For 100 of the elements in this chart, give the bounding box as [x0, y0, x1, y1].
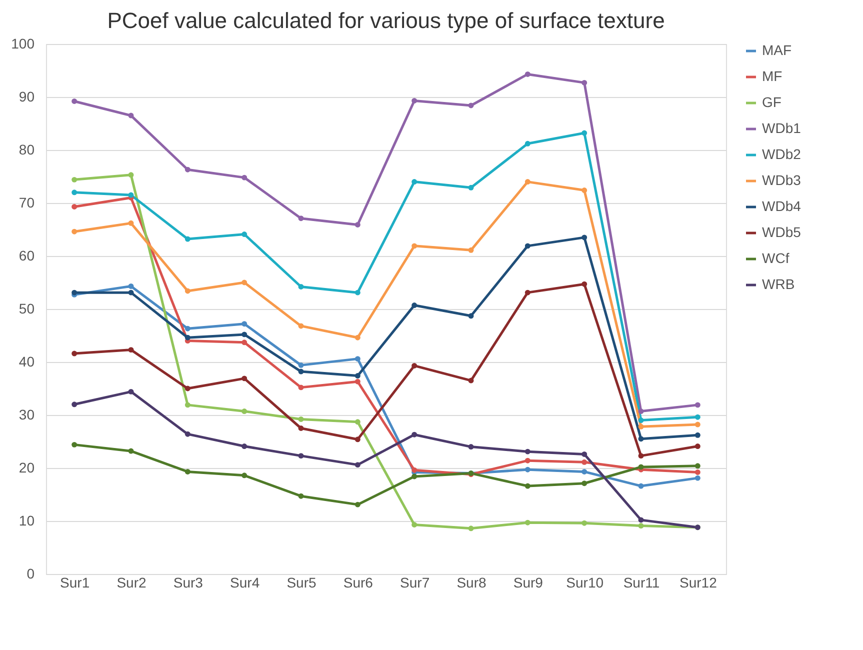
point: [524, 71, 530, 77]
legend-label: GF: [762, 94, 782, 110]
point: [638, 483, 644, 489]
point: [298, 416, 304, 422]
x-tick-label: Sur10: [566, 574, 604, 590]
point: [582, 480, 588, 486]
point: [638, 517, 644, 523]
point: [184, 166, 190, 172]
legend-label: WDb1: [762, 120, 802, 136]
point: [524, 448, 530, 454]
point: [412, 98, 418, 104]
point: [184, 402, 190, 408]
x-tick-label: Sur4: [230, 574, 260, 590]
point: [354, 356, 360, 362]
point: [184, 334, 190, 340]
point: [582, 468, 588, 474]
point: [72, 98, 78, 104]
y-tick-label: 50: [18, 300, 35, 316]
x-tick-label: Sur6: [343, 574, 374, 590]
point: [524, 243, 530, 249]
x-tick-label: Sur11: [623, 574, 660, 590]
point: [412, 467, 418, 473]
x-tick-label: Sur9: [513, 574, 544, 590]
point: [582, 80, 588, 86]
point: [128, 112, 134, 118]
point: [298, 362, 304, 368]
point: [72, 442, 78, 448]
point: [468, 313, 474, 319]
point: [412, 362, 418, 368]
x-tick-label: Sur3: [173, 574, 204, 590]
y-tick-label: 10: [18, 512, 35, 528]
point: [694, 422, 700, 428]
point: [524, 483, 530, 489]
point: [694, 432, 700, 438]
point: [242, 332, 248, 338]
point: [128, 448, 134, 454]
point: [638, 453, 644, 459]
point: [184, 326, 190, 332]
point: [638, 464, 644, 470]
point: [354, 502, 360, 508]
point: [412, 179, 418, 185]
point: [242, 321, 248, 327]
point: [524, 179, 530, 185]
point: [694, 470, 700, 475]
y-tick-label: 60: [18, 248, 35, 264]
point: [298, 284, 304, 290]
point: [242, 280, 248, 286]
x-tick-label: Sur12: [679, 574, 718, 590]
point: [128, 347, 134, 353]
point: [524, 520, 530, 526]
point: [298, 493, 304, 499]
point: [298, 216, 304, 222]
point: [468, 526, 474, 532]
x-tick-label: Sur1: [60, 574, 90, 590]
point: [184, 236, 190, 242]
x-tick-label: Sur5: [286, 574, 316, 590]
legend-label: WDb4: [762, 198, 802, 214]
legend-label: WCf: [762, 250, 790, 266]
point: [128, 192, 134, 198]
point: [412, 474, 418, 480]
point: [184, 468, 190, 474]
point: [354, 373, 360, 379]
point: [582, 130, 588, 136]
point: [412, 243, 418, 249]
point: [694, 475, 700, 481]
point: [412, 432, 418, 438]
y-tick-label: 20: [18, 460, 35, 476]
point: [72, 402, 78, 408]
point: [354, 222, 360, 228]
point: [524, 290, 530, 296]
legend-label: WRB: [762, 276, 795, 292]
point: [638, 523, 644, 529]
point: [128, 172, 134, 178]
point: [582, 451, 588, 457]
point: [468, 184, 474, 190]
point: [242, 472, 248, 478]
point: [242, 174, 248, 180]
point: [72, 350, 78, 356]
point: [298, 384, 304, 390]
point: [412, 302, 418, 308]
point: [524, 140, 530, 146]
point: [242, 340, 248, 346]
point: [128, 283, 134, 289]
point: [638, 418, 644, 424]
point: [694, 402, 700, 408]
point: [298, 453, 304, 459]
point: [128, 290, 134, 296]
point: [128, 388, 134, 394]
point: [242, 444, 248, 450]
point: [72, 176, 78, 182]
point: [638, 436, 644, 442]
point: [694, 444, 700, 450]
y-tick-label: 70: [18, 194, 35, 210]
x-tick-label: Sur2: [116, 574, 146, 590]
chart-title: PCoef value calculated for various type of surface texture: [107, 8, 665, 33]
legend-label: MF: [762, 68, 782, 84]
point: [354, 334, 360, 340]
point: [694, 463, 700, 469]
point: [582, 234, 588, 240]
point: [638, 424, 644, 430]
